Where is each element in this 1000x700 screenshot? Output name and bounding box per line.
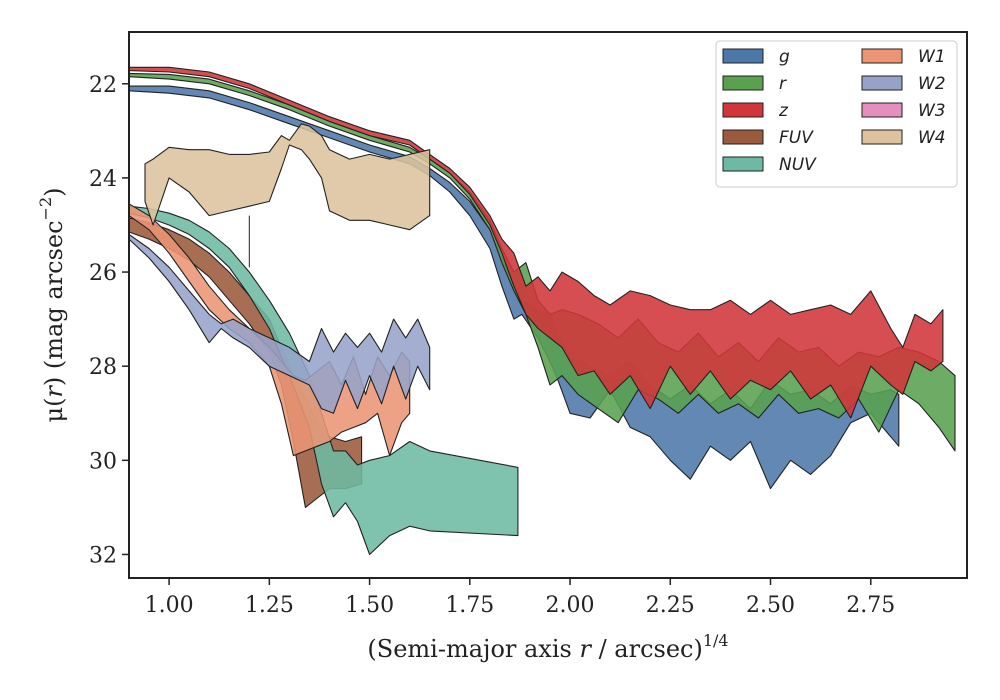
x-axis-title: (Semi-major axis r / arcsec)1/4 <box>367 631 728 663</box>
legend-swatch <box>722 75 764 91</box>
legend-swatch <box>861 102 903 118</box>
legend-items: grz FUV NUV W1 W2 W3 W4 <box>722 47 946 175</box>
series-band-w2 <box>128 233 431 414</box>
legend-swatch <box>722 129 764 145</box>
x-tick-label: 1.50 <box>345 593 394 618</box>
series-z <box>128 66 944 419</box>
series-nuv <box>128 205 519 556</box>
legend-item-w4: W4 <box>861 128 946 148</box>
legend-label: z <box>778 101 789 121</box>
y-tick-label: 28 <box>89 355 117 380</box>
legend-swatch <box>722 48 764 64</box>
legend-item-g: g <box>722 47 790 67</box>
y-tick-label: 22 <box>89 73 117 98</box>
legend-swatch <box>861 48 903 64</box>
y-tick-label: 24 <box>89 167 117 192</box>
y-tick-label: 32 <box>89 543 117 568</box>
x-tick-label: 2.50 <box>746 593 795 618</box>
band-layer <box>128 66 956 556</box>
y-axis-title: μ(r) (mag arcsec−2) <box>36 187 68 422</box>
legend-label: g <box>779 47 790 67</box>
legend-item-r: r <box>722 74 787 94</box>
series-w2 <box>128 233 431 414</box>
series-w4 <box>144 123 431 231</box>
y-ticks: 22 24 26 28 30 32 <box>89 73 129 568</box>
legend-swatch <box>722 156 764 172</box>
legend-label: W1 <box>918 47 946 67</box>
series-band-w4 <box>144 123 431 231</box>
legend: grz FUV NUV W1 W2 W3 W4 <box>715 40 958 188</box>
legend-swatch <box>722 102 764 118</box>
legend-item-fuv: FUV <box>722 128 814 148</box>
legend-label: NUV <box>779 155 817 175</box>
x-tick-label: 1.25 <box>245 593 294 618</box>
legend-item-w1: W1 <box>861 47 946 67</box>
legend-label: W3 <box>918 101 946 121</box>
plot-frame <box>128 31 968 579</box>
x-tick-label: 2.75 <box>846 593 895 618</box>
x-tick-label: 2.25 <box>646 593 695 618</box>
legend-label: FUV <box>779 128 814 148</box>
legend-item-nuv: NUV <box>722 155 817 175</box>
legend-label: W2 <box>918 74 946 94</box>
legend-item-w2: W2 <box>861 74 946 94</box>
y-tick-label: 26 <box>89 261 117 286</box>
x-tick-label: 2.00 <box>546 593 595 618</box>
x-ticks: 1.00 1.25 1.50 1.75 2.00 2.25 2.50 2.75 <box>145 578 895 618</box>
legend-item-z: z <box>722 101 789 121</box>
legend-label: r <box>779 74 787 94</box>
y-tick-label: 30 <box>89 449 117 474</box>
legend-swatch <box>861 75 903 91</box>
x-tick-label: 1.75 <box>445 593 494 618</box>
series-band-z <box>128 66 944 419</box>
x-tick-label: 1.00 <box>145 593 194 618</box>
series-band-nuv <box>128 205 519 556</box>
legend-swatch <box>861 129 903 145</box>
legend-item-w3: W3 <box>861 101 946 121</box>
legend-label: W4 <box>918 128 946 148</box>
